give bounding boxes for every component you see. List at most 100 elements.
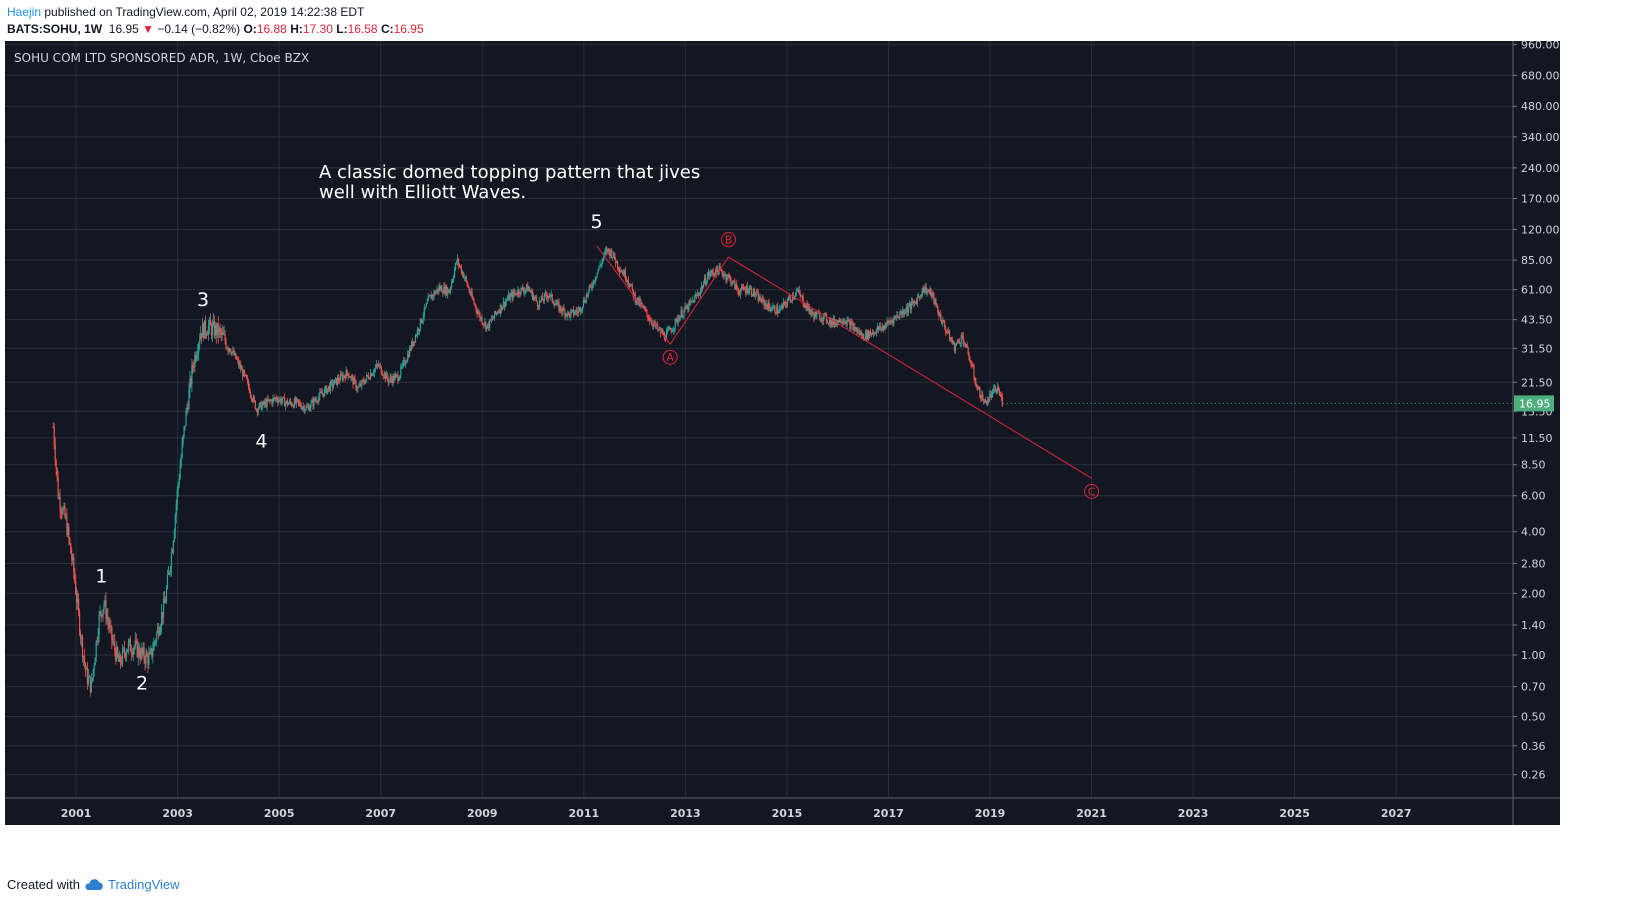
candle-body [501, 307, 503, 311]
candle-body [103, 603, 105, 610]
candle-body [713, 273, 715, 275]
candle-body [766, 305, 768, 310]
candle-body [114, 641, 116, 651]
candle-body [453, 269, 456, 278]
candle-body [190, 378, 192, 385]
candle-body [290, 402, 293, 406]
candle-body [948, 330, 950, 334]
candle-body [171, 552, 173, 554]
candle-body [947, 332, 949, 334]
candle-body [516, 294, 518, 296]
candle-body [90, 680, 92, 692]
candle-body [144, 659, 146, 664]
candle-body [275, 397, 277, 399]
candle-body [817, 312, 819, 314]
candle-body [437, 288, 439, 292]
y-tick-label: 0.50 [1521, 711, 1546, 724]
candle-body [521, 287, 523, 289]
candle-body [117, 647, 119, 656]
candle-body [810, 312, 812, 314]
candle-body [653, 323, 655, 326]
candle-body [162, 599, 165, 618]
candle-body [559, 306, 561, 312]
candle-body [825, 314, 828, 322]
tradingview-cloud-icon [85, 878, 103, 890]
y-tick-label: 2.00 [1521, 587, 1546, 600]
candle-body [771, 309, 773, 311]
candle-body [418, 329, 420, 332]
candle-body [785, 304, 788, 306]
candle-body [77, 598, 79, 603]
candle-body [203, 320, 206, 339]
candle-body [485, 321, 487, 330]
y-tick-label: 0.70 [1521, 681, 1546, 694]
time-axis[interactable]: 2001 2003 2005 2007 2009 2011 2013 2015 2017 2019… [5, 797, 1560, 820]
x-tick-label: 2009 [467, 807, 498, 820]
candle-body [434, 291, 436, 295]
candle-body [106, 616, 108, 619]
candle-body [312, 400, 314, 407]
candle-body [916, 297, 918, 305]
candle-body [952, 341, 955, 344]
candle-body [580, 309, 583, 312]
candle-body [584, 302, 586, 304]
candle-body [228, 348, 230, 352]
candle-body [702, 283, 705, 289]
candle-body [379, 365, 381, 367]
candle-body [724, 274, 726, 276]
candle-body [961, 335, 963, 337]
candle-body [545, 293, 547, 297]
tradingview-link[interactable]: TradingView [107, 877, 180, 892]
candle-body [990, 394, 993, 398]
candle-body [981, 394, 983, 399]
candle-body [266, 399, 268, 407]
candle-body [622, 272, 625, 276]
candle-body [631, 284, 633, 290]
candle-body [993, 387, 996, 389]
candle-body [788, 296, 791, 298]
candle-body [828, 319, 831, 324]
candle-body [233, 350, 235, 356]
candle-body [440, 286, 442, 290]
candle-body [783, 301, 785, 308]
candle-body [722, 273, 724, 277]
candle-body [63, 506, 65, 509]
author-link[interactable]: Haejin [7, 5, 42, 19]
candle-body [542, 300, 545, 302]
candle-body [493, 317, 495, 319]
candle-body [423, 307, 425, 317]
candle-body [997, 387, 1000, 391]
candle-body [149, 652, 151, 655]
candle-body [790, 300, 793, 302]
candle-body [687, 305, 689, 311]
candle-body [894, 316, 896, 318]
candle-body [879, 325, 881, 330]
candle-body [842, 321, 844, 324]
candle-body [66, 516, 68, 535]
candle-body [219, 328, 221, 331]
candle-body [955, 343, 958, 346]
candle-body [586, 295, 588, 297]
candle-body [716, 266, 718, 271]
candle-body [97, 634, 99, 642]
candle-body [374, 367, 377, 370]
candle-body [509, 295, 511, 301]
candle-body [680, 310, 682, 316]
candle-body [953, 341, 956, 351]
candle-body [124, 653, 127, 658]
candle-body [52, 426, 54, 428]
candle-body [188, 390, 190, 410]
candle-body [394, 375, 396, 381]
candle-body [797, 289, 799, 291]
price-chart[interactable]: 2001 2003 2005 2007 2009 2011 2013 2015 2017 2019… [5, 41, 1560, 825]
candle-body [816, 312, 818, 318]
candle-body [524, 290, 526, 293]
candle-body [646, 309, 648, 315]
candle-body [556, 301, 558, 304]
price-axis[interactable]: 960.00 680.00 480.00 340.00 240.00 170.00 120.… [1512, 41, 1560, 825]
candle-body [129, 639, 131, 652]
candle-body [486, 325, 488, 330]
candle-body [69, 538, 71, 544]
candle-body [966, 344, 968, 348]
y-tick-label: 1.00 [1521, 649, 1546, 662]
